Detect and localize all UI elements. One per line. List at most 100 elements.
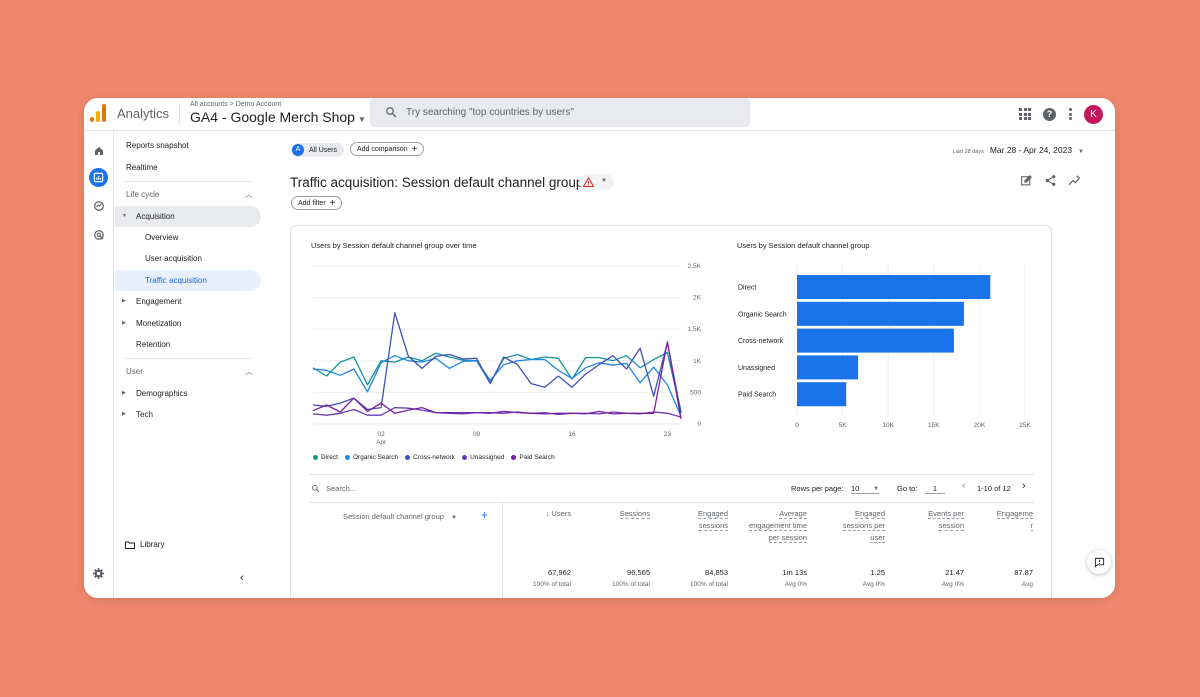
nav-engagement[interactable]: ▶ Engagement [115, 291, 261, 312]
date-range-picker[interactable]: Last 28 days Mar 28 - Apr 24, 2023 ▼ [953, 145, 1084, 155]
search-bar[interactable] [370, 98, 750, 127]
bar-unassigned[interactable] [797, 355, 859, 380]
triangle-right-icon: ▶ [122, 411, 126, 417]
series-line-paid-search[interactable] [312, 341, 682, 420]
table-vertical-divider [502, 502, 503, 598]
nav-section-life-cycle[interactable]: Life cycle ︿ [115, 184, 261, 205]
page-info: 1-10 of 12 [977, 484, 1011, 493]
column-header-label: Engaged sessions [697, 509, 728, 531]
nav-tech[interactable]: ▶ Tech [115, 404, 261, 425]
legend-item[interactable]: Unassigned [462, 454, 504, 461]
report-tools [1020, 174, 1082, 187]
top-icons: ? K [1019, 104, 1103, 124]
main-content: A All Users Add comparison + Last 28 days… [266, 131, 1115, 598]
rows-per-page-select[interactable]: 10 ▼ [851, 484, 879, 494]
y-tick-label: 2.5K [688, 263, 702, 270]
home-icon[interactable] [89, 141, 108, 160]
series-line-cross-network[interactable] [312, 312, 682, 414]
search-icon [311, 484, 320, 493]
button-label: Add comparison [357, 145, 408, 153]
nav-reports-snapshot[interactable]: Reports snapshot [126, 141, 189, 150]
series-line-direct[interactable] [312, 351, 682, 412]
reports-icon[interactable] [89, 168, 108, 187]
table-search[interactable] [311, 484, 446, 493]
share-icon[interactable] [1044, 174, 1057, 187]
category-label: Direct [738, 285, 756, 292]
top-bar: Analytics All accounts > Demo Account GA… [84, 98, 1115, 131]
nav-realtime[interactable]: Realtime [126, 163, 158, 172]
insights-icon[interactable] [1068, 174, 1082, 187]
nav-section-user[interactable]: User ︿ [115, 361, 261, 382]
column-header[interactable]: Events per session [906, 508, 964, 532]
column-header[interactable]: Sessions [590, 508, 650, 520]
add-dimension-plus-icon[interactable]: + [481, 508, 489, 522]
add-comparison-button[interactable]: Add comparison + [350, 142, 425, 156]
dimension-header[interactable]: Session default channel group ▼ [343, 512, 457, 521]
legend-item[interactable]: Paid Search [511, 454, 555, 461]
feedback-button[interactable] [1087, 550, 1111, 574]
legend-label: Direct [321, 454, 338, 461]
nav-overview[interactable]: Overview [145, 233, 179, 242]
column-header[interactable]: Engaged sessions per user [827, 508, 885, 544]
nav-retention[interactable]: Retention [136, 340, 171, 349]
column-header[interactable]: Engaged sessions [668, 508, 728, 532]
customize-report-icon[interactable] [1020, 174, 1033, 187]
y-tick-label: 1K [693, 358, 702, 365]
caret-down-icon: ▼ [1078, 149, 1084, 155]
nav-demographics[interactable]: ▶ Demographics [115, 383, 261, 404]
category-label: Organic Search [738, 311, 787, 318]
prev-page-icon[interactable]: ‹ [962, 480, 966, 492]
data-quality-chip[interactable]: ▼ [579, 174, 614, 190]
nav-label: Demographics [136, 389, 188, 398]
goto-input[interactable]: 1 [925, 484, 945, 494]
bar-direct[interactable] [797, 275, 991, 299]
table-search-input[interactable] [326, 484, 446, 493]
legend-item[interactable]: Organic Search [344, 454, 398, 461]
legend-item[interactable]: Cross-network [405, 454, 455, 461]
property-selector[interactable]: GA4 - Google Merch Shop ▼ [190, 109, 366, 125]
legend-item[interactable]: Direct [313, 454, 338, 461]
advertising-icon[interactable] [89, 225, 108, 244]
property-name: GA4 - Google Merch Shop [190, 109, 355, 125]
account-avatar[interactable]: K [1084, 104, 1103, 124]
legend-swatch [462, 455, 468, 460]
bar-organic-search[interactable] [797, 301, 964, 326]
app-name: Analytics [117, 106, 170, 121]
nav-label: Library [140, 540, 165, 549]
column-header[interactable]: ↓ Users [511, 508, 571, 520]
column-header-label: Engageme r [996, 509, 1033, 531]
column-header-label: Events per session [928, 509, 964, 531]
nav-traffic-acquisition[interactable]: Traffic acquisition [115, 270, 261, 291]
help-icon[interactable]: ? [1043, 107, 1056, 121]
column-header[interactable]: Engageme r [993, 508, 1033, 532]
y-tick-label: 1.5K [688, 326, 702, 333]
legend-label: Cross-network [413, 454, 456, 461]
category-label: Paid Search [738, 392, 776, 399]
account-breadcrumb[interactable]: All accounts > Demo Account [190, 101, 282, 108]
bar-paid-search[interactable] [797, 382, 847, 407]
nav-monetization[interactable]: ▶ Monetization [115, 313, 261, 334]
apps-grid-icon[interactable] [1019, 108, 1031, 120]
line-chart-legend: Direct Organic Search Cross-network Unassig… [313, 454, 555, 461]
nav-library[interactable]: Library [115, 534, 261, 555]
column-header[interactable]: Average engagement time per session [745, 508, 807, 544]
nav-user-acquisition[interactable]: User acquisition [145, 254, 202, 263]
add-filter-button[interactable]: Add filter + [291, 196, 343, 210]
legend-swatch [313, 455, 318, 460]
more-vert-icon[interactable] [1068, 108, 1072, 120]
bar-cross-network[interactable] [797, 328, 954, 353]
total-value: 67,962 [548, 568, 571, 577]
folder-icon [125, 541, 135, 549]
settings-icon[interactable] [89, 564, 108, 583]
collapse-nav-icon[interactable]: ‹ [240, 572, 244, 584]
analytics-logo-icon[interactable] [90, 104, 106, 122]
segment-chip[interactable]: A All Users [291, 143, 345, 157]
explore-icon[interactable] [89, 196, 108, 215]
nav-acquisition[interactable]: ▼ Acquisition [115, 206, 261, 227]
next-page-icon[interactable]: › [1022, 480, 1026, 492]
search-input[interactable] [406, 103, 726, 121]
bar-chart[interactable]: 0 5K 10K 15K 20K 25K Direct Organic Search Cross… [731, 256, 1041, 456]
segment-label: All Users [309, 146, 338, 154]
series-line-organic-search[interactable] [312, 355, 682, 417]
